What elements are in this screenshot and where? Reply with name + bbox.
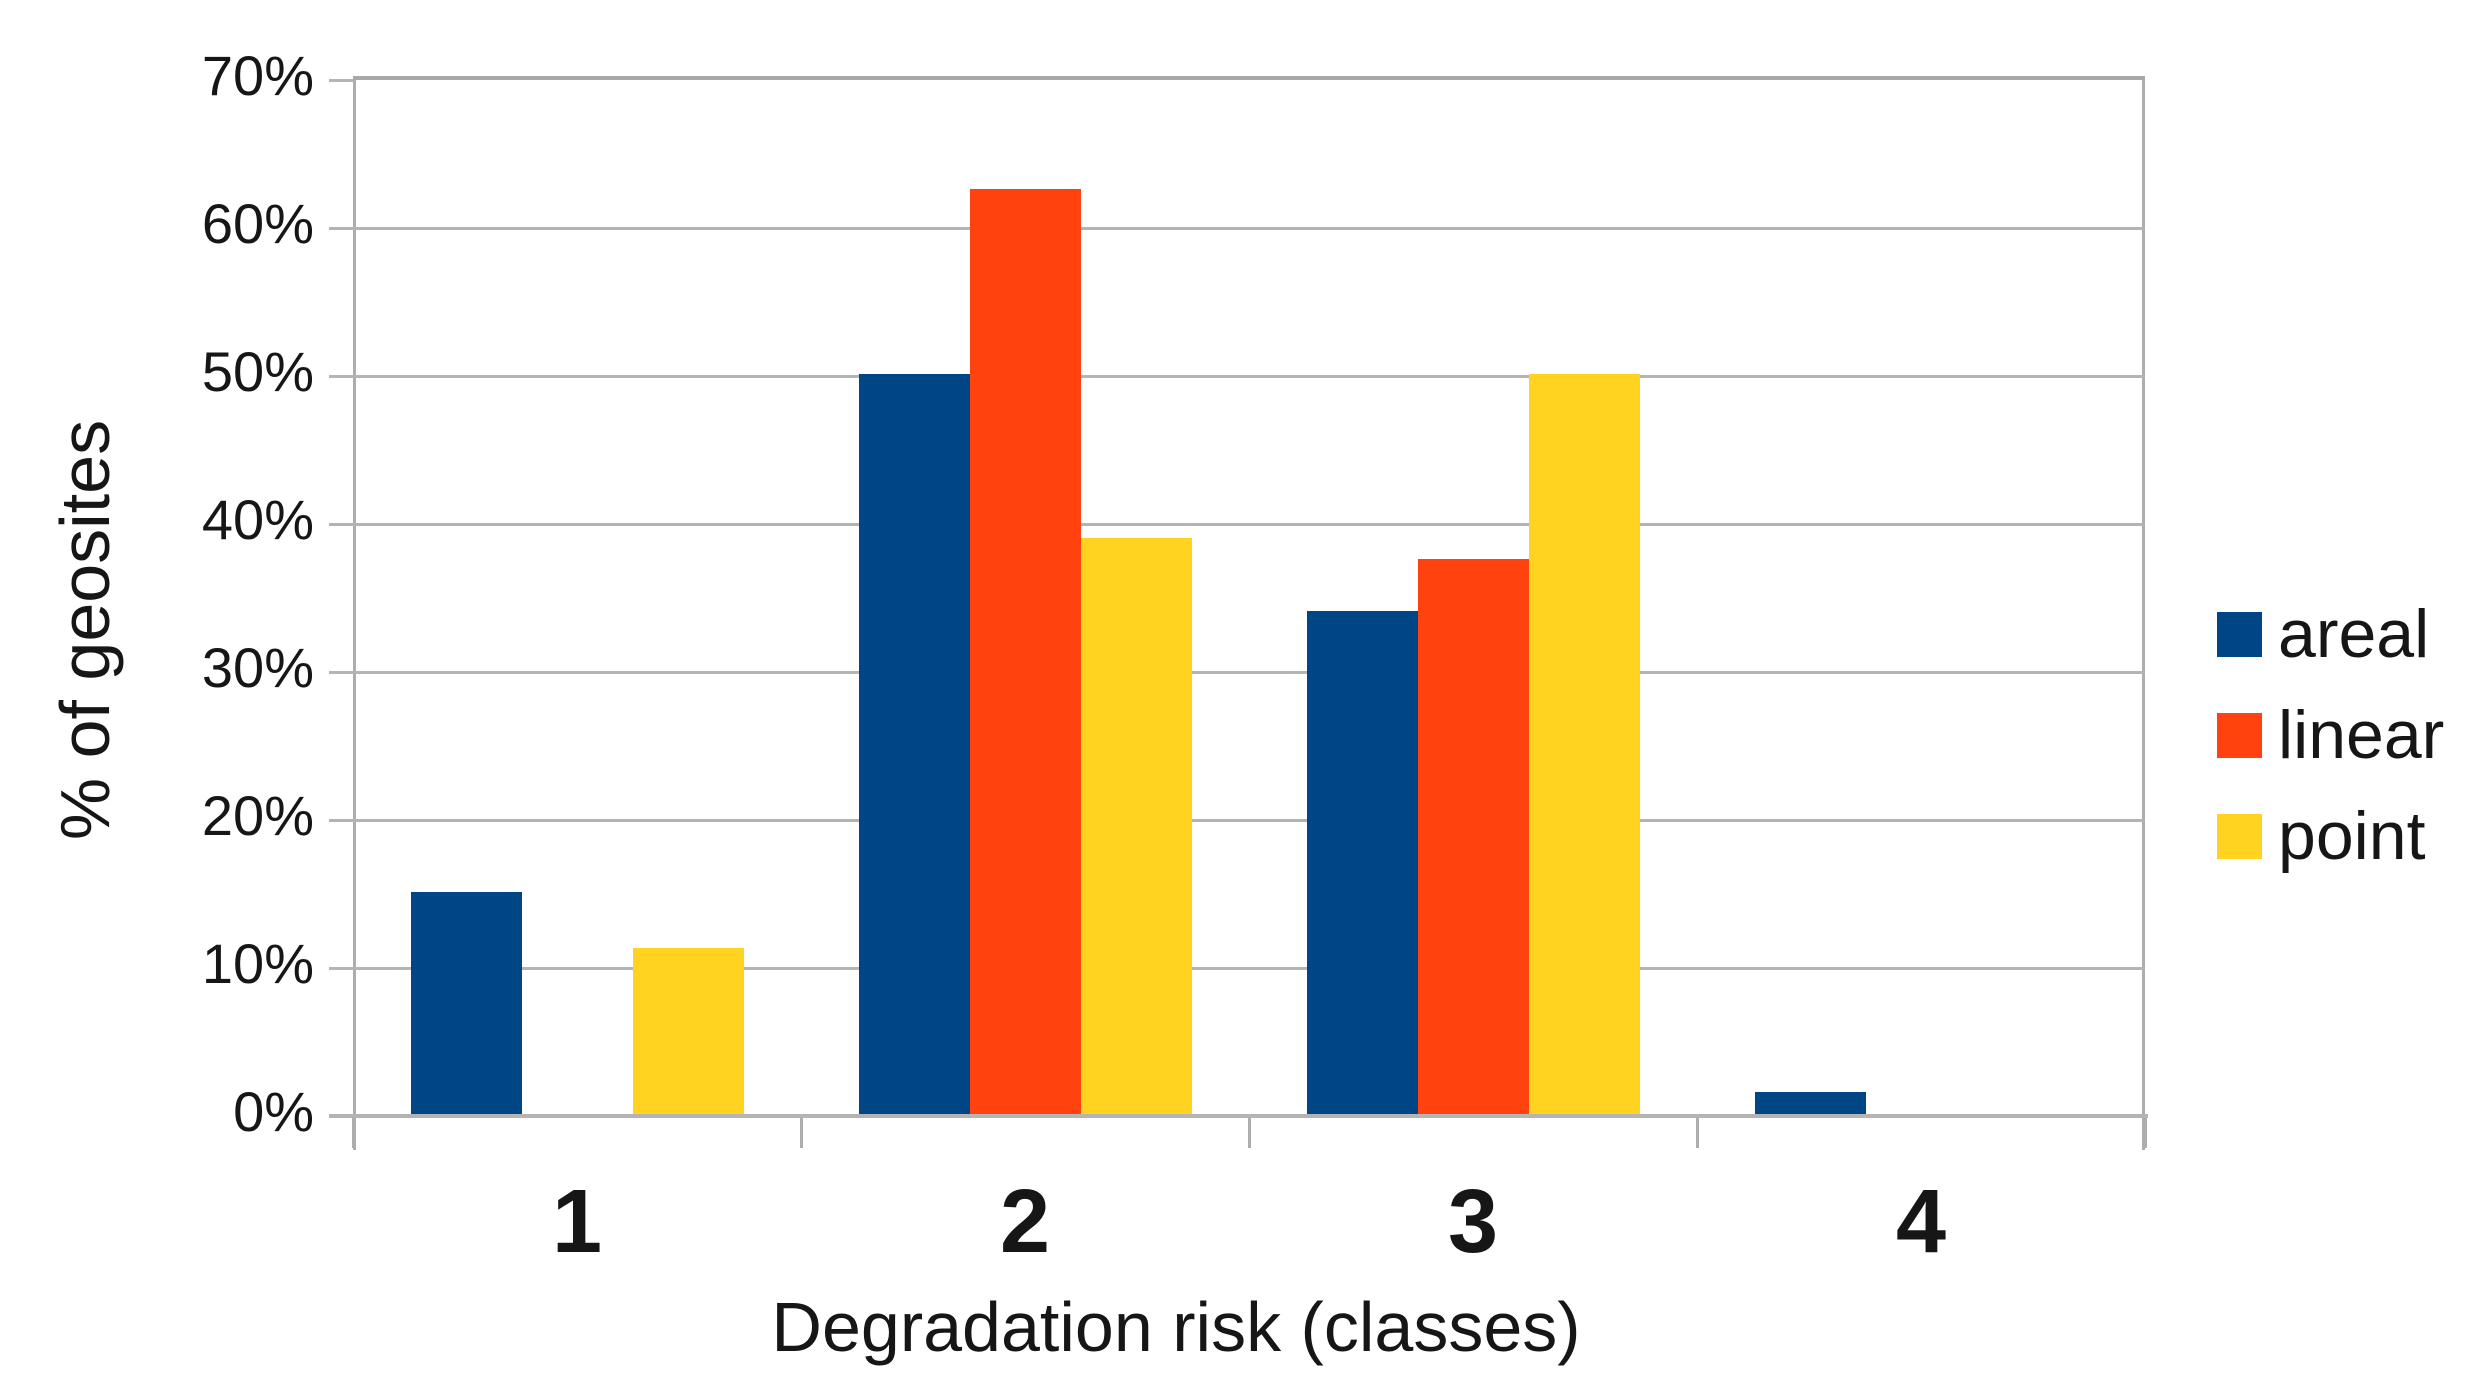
y-tickmark-0 (329, 1114, 353, 1118)
legend-swatch-areal (2217, 611, 2262, 657)
legend-item-point: point (2217, 802, 2425, 870)
legend-item-areal: areal (2217, 600, 2429, 668)
legend-label-point: point (2278, 798, 2426, 874)
plot-area (329, 76, 2148, 1150)
bar-point-class3 (1528, 374, 1640, 1114)
bar-linear-class2 (969, 189, 1081, 1114)
gridline-20 (353, 818, 2145, 822)
y-tickmark-40 (329, 522, 353, 526)
legend-item-linear: linear (2217, 701, 2444, 769)
legend-swatch-linear (2217, 712, 2262, 758)
bar-areal-class1 (410, 892, 522, 1114)
y-tick-label-20: 20% (201, 784, 314, 847)
x-tickmark-last (2143, 1118, 2147, 1148)
bar-areal-class2 (858, 374, 970, 1114)
plot-right-border (2142, 80, 2145, 1150)
gridline-60 (353, 226, 2145, 230)
x-tickmark-1 (799, 1118, 803, 1148)
x-axis-line (329, 1114, 2148, 1118)
category-label-3: 3 (1447, 1172, 1499, 1272)
y-tick-label-70: 70% (201, 44, 314, 107)
category-label-1: 1 (551, 1172, 603, 1272)
x-tickmark-3 (1695, 1118, 1699, 1148)
bar-point-class2 (1080, 538, 1192, 1114)
bar-point-class1 (632, 948, 744, 1114)
y-tickmark-70 (329, 78, 353, 82)
gridline-10 (353, 966, 2145, 970)
legend-label-linear: linear (2278, 697, 2445, 773)
gridline-30 (353, 670, 2145, 674)
y-tick-label-30: 30% (201, 636, 314, 699)
y-tick-label-40: 40% (201, 488, 314, 551)
y-tickmark-30 (329, 670, 353, 674)
legend-swatch-point (2217, 813, 2262, 859)
bar-areal-class3 (1306, 610, 1418, 1114)
category-label-4: 4 (1895, 1172, 1947, 1272)
gridline-50 (353, 374, 2145, 378)
x-axis-title: Degradation risk (classes) (771, 1288, 1581, 1366)
category-label-2: 2 (999, 1172, 1051, 1272)
x-tickmark-0 (351, 1118, 355, 1148)
y-tick-label-50: 50% (201, 340, 314, 403)
y-tickmark-50 (329, 374, 353, 378)
bar-areal-class4 (1754, 1091, 1866, 1114)
y-tickmark-10 (329, 966, 353, 970)
y-axis-line (353, 80, 356, 1150)
x-tickmark-2 (1247, 1118, 1251, 1148)
bar-linear-class3 (1417, 559, 1529, 1114)
y-tickmark-60 (329, 226, 353, 230)
gridline-40 (353, 522, 2145, 526)
y-tickmark-20 (329, 818, 353, 822)
y-tick-label-60: 60% (201, 192, 314, 255)
legend-label-areal: areal (2278, 596, 2430, 672)
y-tick-label-0: 0% (233, 1080, 314, 1143)
y-tick-label-10: 10% (201, 932, 314, 995)
